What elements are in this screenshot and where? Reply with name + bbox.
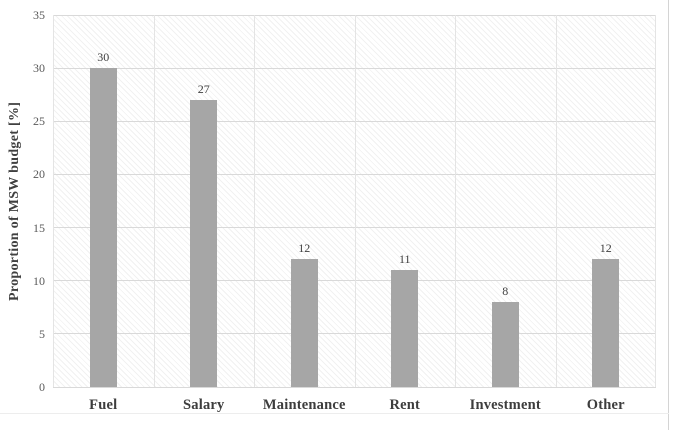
category-label-fuel: Fuel — [89, 397, 118, 413]
y-tick-label: 25 — [33, 114, 45, 129]
y-tick-label: 15 — [33, 220, 45, 235]
vertical-gridline — [53, 15, 54, 387]
horizontal-gridline — [53, 173, 656, 175]
bar-value-label: 8 — [502, 283, 509, 298]
horizontal-gridline — [53, 280, 656, 282]
category-label-other: Other — [586, 397, 625, 413]
vertical-gridline — [355, 15, 356, 387]
y-tick-label: 20 — [33, 167, 45, 182]
figure-border-bottom — [0, 413, 669, 414]
vertical-gridline — [455, 15, 456, 387]
horizontal-gridline — [53, 120, 656, 122]
bar-value-label: 12 — [298, 241, 311, 256]
bar-value-label: 30 — [97, 50, 110, 65]
bar-fuel — [89, 68, 117, 387]
bar-value-label: 11 — [398, 252, 411, 267]
horizontal-gridline — [53, 67, 656, 69]
y-tick-label: 30 — [33, 61, 45, 76]
category-label-salary: Salary — [183, 397, 225, 413]
vertical-gridline — [254, 15, 255, 387]
bar-investment — [491, 301, 519, 387]
vertical-gridline — [154, 15, 155, 387]
horizontal-gridline — [53, 386, 656, 388]
horizontal-gridline — [53, 14, 656, 16]
vertical-gridline — [655, 15, 656, 387]
bar-value-label: 27 — [197, 82, 210, 97]
horizontal-gridline — [53, 227, 656, 229]
category-label-maintenance: Maintenance — [262, 397, 346, 413]
y-tick-label: 10 — [33, 273, 45, 288]
bar-salary — [190, 100, 218, 387]
bar-maintenance — [290, 259, 318, 387]
bar-value-label: 12 — [599, 241, 612, 256]
horizontal-gridline — [53, 333, 656, 335]
figure-border-right — [668, 0, 669, 430]
vertical-gridline — [556, 15, 557, 387]
y-axis-tick-labels: 0 5 10 15 20 25 30 35 — [0, 8, 45, 394]
y-tick-label: 5 — [39, 326, 45, 341]
category-label-investment: Investment — [469, 397, 541, 413]
plot-area: 30 27 12 11 8 12 — [53, 14, 656, 388]
bar-other — [592, 259, 620, 387]
category-label-rent: Rent — [389, 397, 421, 413]
y-tick-label: 0 — [39, 380, 45, 394]
x-axis-category-labels: Fuel Salary Maintenance Rent Investment Other — [53, 393, 656, 417]
bar-rent — [391, 270, 419, 387]
y-tick-label: 35 — [33, 8, 45, 22]
